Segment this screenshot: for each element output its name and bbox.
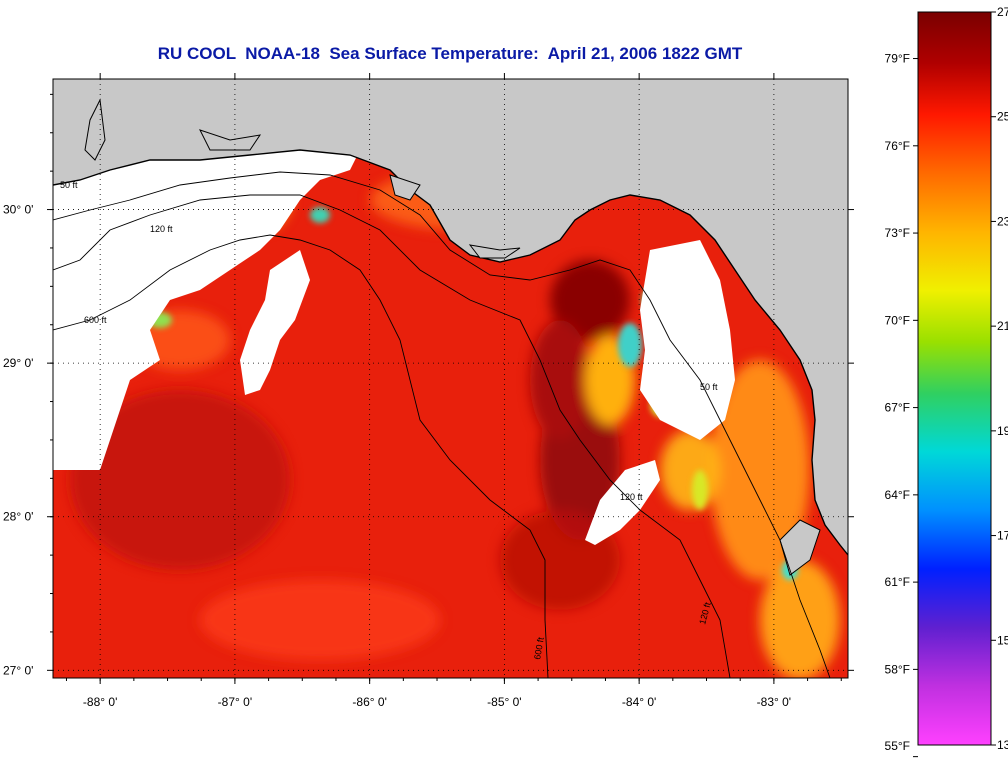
map-frame xyxy=(52,78,849,679)
contour-label-50: 50 ft xyxy=(60,180,78,190)
lat-tick-label: 27° 0' xyxy=(3,663,33,677)
colorbar-labels: 27°C 25°C 23°C 21°C 19°C 17°C 15°C 13°C 79°F 76°F… xyxy=(885,5,1008,758)
colorbar xyxy=(917,11,992,746)
celsius-label: 13°C xyxy=(997,738,1008,752)
fahrenheit-label: 70°F xyxy=(885,313,910,327)
contour-label-600b: 600 ft xyxy=(532,636,546,660)
contour-50ft xyxy=(53,171,831,678)
contour-120ft xyxy=(53,194,731,678)
fahrenheit-label: 61°F xyxy=(885,575,910,589)
lat-tick-label: 30° 0' xyxy=(3,203,33,217)
lon-tick-label: -87° 0' xyxy=(218,695,252,709)
lon-tick-label: -83° 0' xyxy=(757,695,791,709)
celsius-label: 23°C xyxy=(997,214,1008,228)
lon-tick-label: -86° 0' xyxy=(352,695,386,709)
axis-labels: -88° 0' -87° 0' -86° 0' -85° 0' -84° 0' -83° … xyxy=(3,203,791,709)
fahrenheit-label: 58°F xyxy=(885,662,910,676)
fahrenheit-label: 55°F xyxy=(885,739,910,753)
map-title: RU COOL NOAA-18 Sea Surface Temperature:… xyxy=(157,44,743,63)
fahrenheit-label: 67°F xyxy=(885,401,910,415)
contour-label-600: 600 ft xyxy=(84,315,107,325)
celsius-label: 27°C xyxy=(997,5,1008,19)
celsius-label: 19°C xyxy=(997,424,1008,438)
contour-labels: 600 ft 600 ft 50 ft 50 ft 120 ft 120 ft … xyxy=(60,180,718,660)
contour-label-120: 120 ft xyxy=(150,224,173,234)
lat-tick-label: 28° 0' xyxy=(3,510,33,524)
fahrenheit-label: 64°F xyxy=(885,488,910,502)
lon-tick-label: -85° 0' xyxy=(487,695,521,709)
celsius-label: 15°C xyxy=(997,633,1008,647)
lon-tick-label: -88° 0' xyxy=(83,695,117,709)
contour-label-120b: 120 ft xyxy=(620,492,643,502)
fahrenheit-label: 73°F xyxy=(885,226,910,240)
fahrenheit-label: 76°F xyxy=(885,139,910,153)
celsius-label: 25°C xyxy=(997,110,1008,124)
celsius-label: 21°C xyxy=(997,319,1008,333)
coastline xyxy=(53,149,848,556)
fahrenheit-label: 79°F xyxy=(885,52,910,66)
lon-tick-label: -84° 0' xyxy=(622,695,656,709)
celsius-label: 17°C xyxy=(997,529,1008,543)
contour-label-50b: 50 ft xyxy=(700,382,718,392)
lat-tick-label: 29° 0' xyxy=(3,356,33,370)
map-panel: 600 ft 600 ft 50 ft 50 ft 120 ft 120 ft … xyxy=(53,79,848,678)
